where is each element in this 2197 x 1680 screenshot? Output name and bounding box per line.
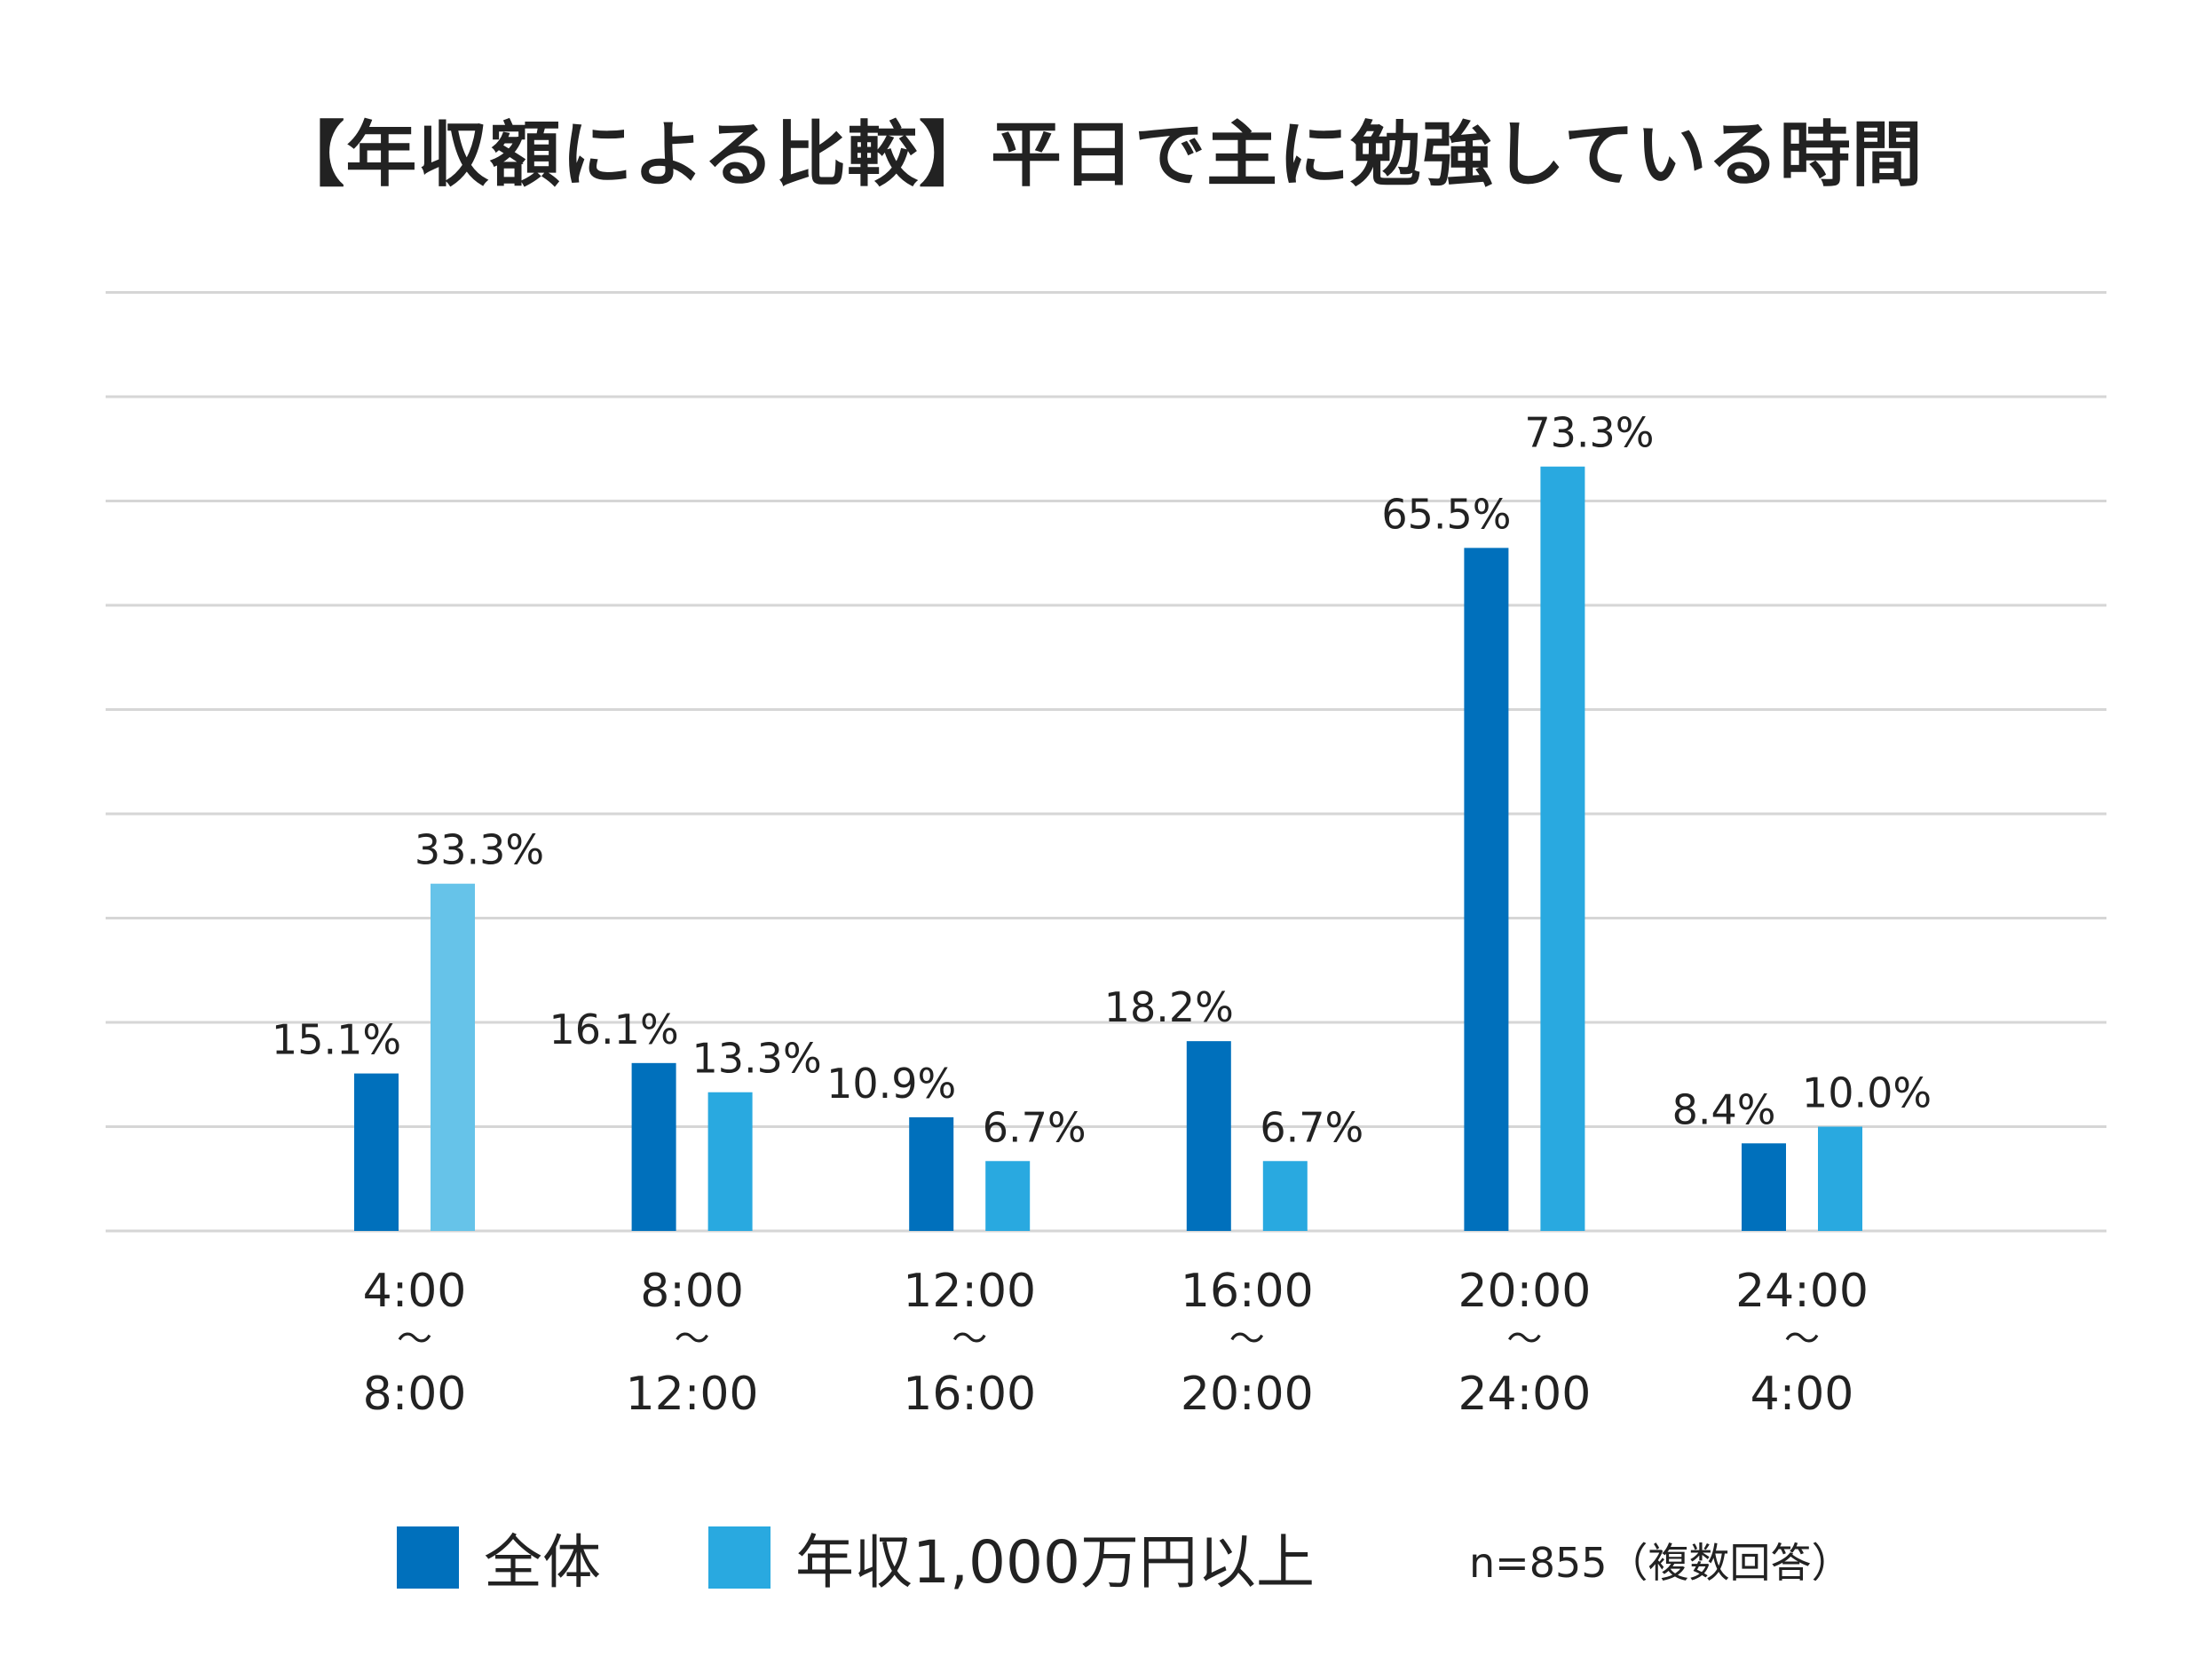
legend-item-all: 全体	[397, 1522, 601, 1597]
bar-high-income	[1262, 1161, 1308, 1231]
data-label: 10.9%	[826, 1060, 956, 1108]
x-tick-label: 〜	[1506, 1319, 1542, 1360]
x-tick-label: 〜	[1784, 1319, 1820, 1360]
x-tick-label: 4:00	[1750, 1368, 1854, 1421]
x-tick-label: 12:00	[903, 1265, 1036, 1318]
data-label: 8.4%	[1672, 1085, 1776, 1133]
x-tick-label: 〜	[1229, 1319, 1265, 1360]
data-label: 73.3%	[1524, 409, 1654, 457]
data-label: 10.0%	[1802, 1069, 1932, 1117]
chart-title: 【年収額による比較】平日で主に勉強している時間	[273, 114, 1924, 196]
bar-high-income	[431, 883, 475, 1231]
legend-label-all: 全体	[484, 1528, 601, 1597]
bar-high-income	[707, 1092, 753, 1231]
x-tick-label: 12:00	[626, 1368, 759, 1421]
data-label: 16.1%	[549, 1006, 679, 1053]
x-tick-label: 20:00	[1181, 1368, 1314, 1421]
x-tick-label: 16:00	[903, 1368, 1036, 1421]
x-tick-label: 20:00	[1458, 1265, 1591, 1318]
x-tick-label: 4:00	[363, 1265, 467, 1318]
bar-high-income	[1540, 466, 1585, 1231]
bar-all	[354, 1073, 399, 1231]
bar-all	[909, 1116, 954, 1231]
legend-label-high-income: 年収1,000万円以上	[795, 1528, 1315, 1597]
x-tick-label: 8:00	[363, 1368, 467, 1421]
x-tick-label: 〜	[952, 1319, 987, 1360]
x-tick-label: 〜	[397, 1319, 432, 1360]
x-tick-label: 8:00	[640, 1265, 744, 1318]
bar-all	[1186, 1041, 1231, 1231]
bar-high-income	[985, 1161, 1031, 1231]
x-tick-label: 24:00	[1458, 1368, 1591, 1421]
bar-all	[631, 1062, 676, 1231]
data-label: 65.5%	[1381, 490, 1511, 538]
legend-item-high-income: 年収1,000万円以上	[708, 1522, 1315, 1597]
legend-swatch-all	[397, 1526, 459, 1589]
bar-all	[1742, 1143, 1786, 1231]
x-tick-label: 24:00	[1735, 1265, 1869, 1318]
x-tick-label: 16:00	[1181, 1265, 1314, 1318]
data-label: 6.7%	[1260, 1103, 1363, 1151]
data-label: 15.1%	[272, 1016, 401, 1064]
bar-all	[1464, 548, 1509, 1231]
bar-high-income	[1818, 1126, 1862, 1231]
data-label: 18.2%	[1104, 983, 1234, 1031]
data-label: 13.3%	[692, 1035, 822, 1083]
sample-note: n=855（複数回答）	[1469, 1539, 1853, 1587]
legend-swatch-high-income	[708, 1526, 771, 1589]
data-label: 33.3%	[415, 826, 544, 874]
data-label: 6.7%	[983, 1103, 1087, 1151]
x-tick-label: 〜	[675, 1319, 710, 1360]
